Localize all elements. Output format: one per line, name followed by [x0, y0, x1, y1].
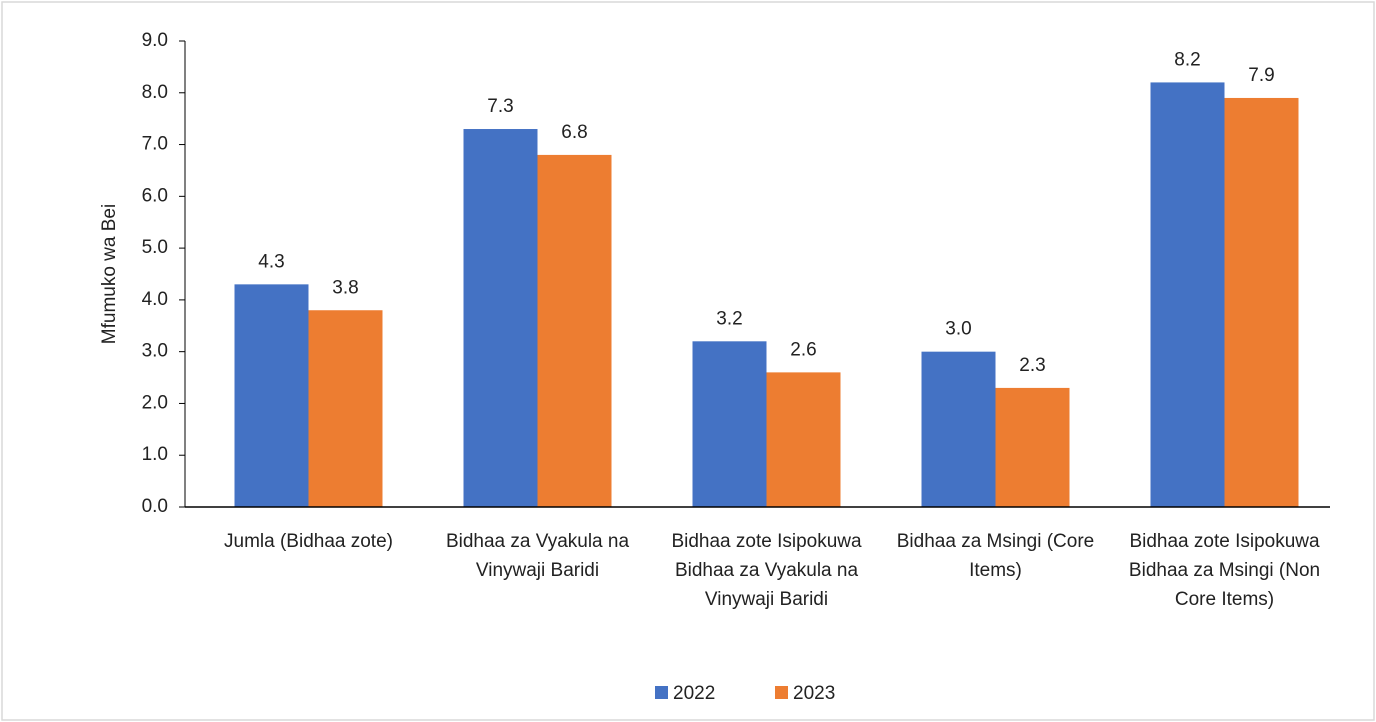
y-tick-label: 0.0	[142, 496, 168, 517]
x-tick-label: Jumla (Bidhaa zote)	[224, 531, 393, 552]
legend-label: 2022	[673, 683, 715, 704]
x-tick-label: Bidhaa za Msingi (Core Items)	[896, 531, 1095, 581]
bar	[766, 372, 841, 507]
legend-swatch	[655, 686, 668, 699]
data-label: 2.6	[790, 339, 816, 360]
bar	[1224, 97, 1299, 507]
data-label: 6.8	[561, 122, 587, 143]
x-tick-label: Bidhaa zote Isipokuwa Bidhaa za Msingi (…	[1128, 531, 1321, 610]
data-label: 2.3	[1019, 355, 1045, 376]
y-tick-label: 6.0	[142, 185, 168, 206]
y-tick-label: 8.0	[142, 82, 168, 103]
data-label: 3.8	[332, 277, 358, 298]
y-tick-label: 4.0	[142, 289, 168, 310]
bar	[921, 351, 996, 507]
y-tick-label: 3.0	[142, 341, 168, 362]
legend-swatch	[775, 686, 788, 699]
y-tick-label: 2.0	[142, 392, 168, 413]
data-label: 7.9	[1248, 65, 1274, 86]
bar	[692, 341, 767, 507]
x-tick-label: Bidhaa zote Isipokuwa Bidhaa za Vyakula …	[671, 531, 862, 610]
bar	[234, 284, 309, 507]
bar	[1150, 82, 1225, 507]
y-tick-label: 1.0	[142, 444, 168, 465]
data-label: 3.2	[716, 308, 742, 329]
bar	[995, 387, 1070, 507]
x-tick-label: Bidhaa za Vyakula na Vinywaji Baridi	[445, 531, 630, 581]
y-tick-label: 5.0	[142, 237, 168, 258]
y-axis-label: Mfumuko wa Bei	[99, 204, 120, 344]
data-label: 8.2	[1174, 49, 1200, 70]
y-tick-label: 7.0	[142, 134, 168, 155]
bar	[308, 310, 383, 507]
data-label: 4.3	[258, 251, 284, 272]
bar	[537, 154, 612, 507]
data-label: 3.0	[945, 319, 971, 340]
y-tick-label: 9.0	[142, 30, 168, 51]
bar	[463, 129, 538, 507]
legend-label: 2023	[793, 683, 835, 704]
data-label: 7.3	[487, 96, 513, 117]
